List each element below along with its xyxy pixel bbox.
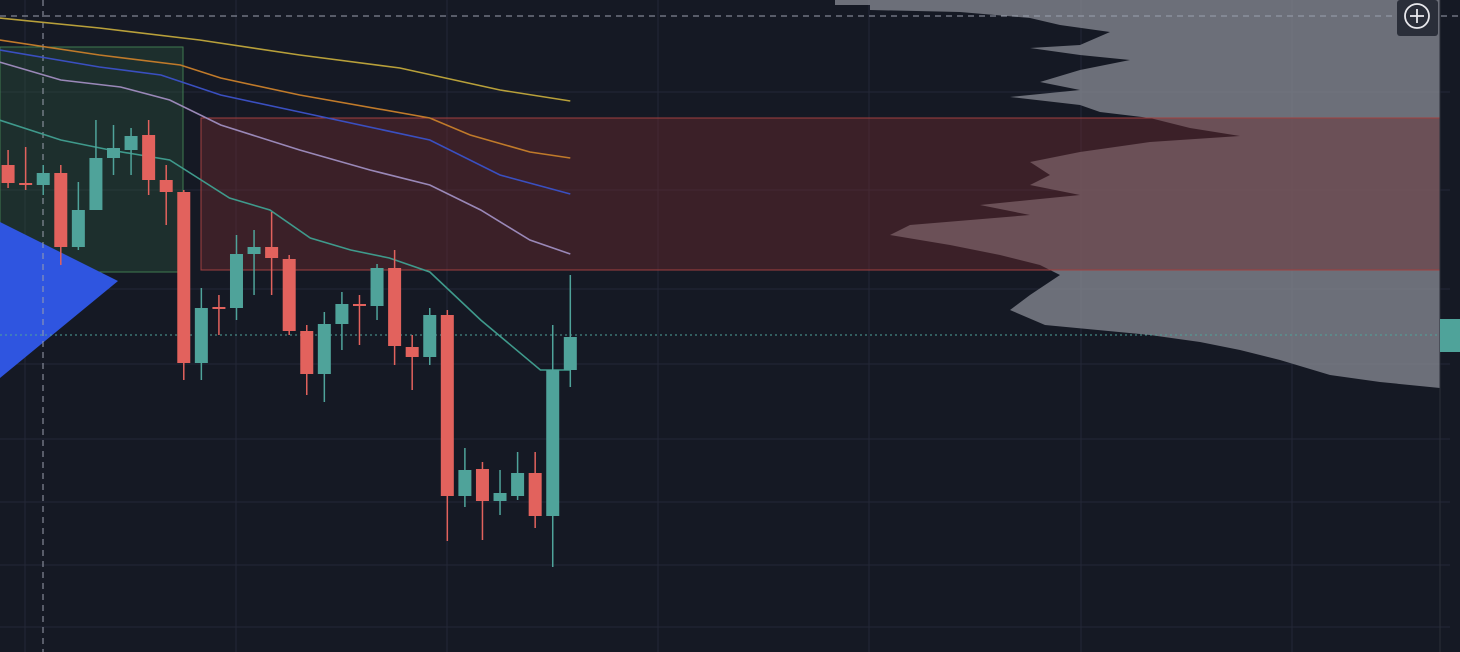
candle-body	[475, 469, 489, 501]
candle-body	[142, 135, 156, 180]
candle-body	[36, 173, 50, 185]
candle-body	[335, 304, 349, 324]
candle-body	[229, 254, 243, 308]
candle-body	[458, 470, 472, 496]
candle-body	[546, 370, 560, 516]
candle-body	[440, 315, 454, 496]
candle-body	[71, 210, 85, 247]
candle-body	[265, 247, 279, 258]
supply-zone	[200, 117, 1441, 271]
candle-body	[493, 493, 507, 501]
candle-body	[563, 337, 577, 370]
candle-body	[1, 165, 15, 183]
candle-body	[177, 192, 191, 363]
candle-body	[317, 324, 331, 374]
candle-body	[89, 158, 103, 210]
candle-body	[388, 268, 402, 346]
candle-body	[423, 315, 437, 357]
candle-body	[194, 308, 208, 363]
candle-body	[370, 268, 384, 306]
marks	[0, 17, 577, 567]
candle-body	[212, 307, 226, 309]
price-marker	[1440, 319, 1460, 352]
candle-body	[528, 473, 542, 516]
candle-body	[300, 331, 314, 374]
volume-profile	[835, 0, 1440, 388]
candle-body	[405, 347, 419, 357]
candle-body	[106, 148, 120, 158]
triangle-marker	[0, 222, 118, 378]
add-icon[interactable]	[1404, 3, 1430, 29]
moving-average	[0, 61, 571, 255]
moving-average	[0, 17, 571, 102]
moving-average	[0, 49, 571, 195]
candle-body	[352, 304, 366, 306]
candle-body	[282, 259, 296, 331]
candle-body	[54, 173, 68, 247]
candle-body	[19, 183, 33, 185]
candle-body	[124, 136, 138, 150]
candle-body	[247, 247, 261, 254]
candle-body	[511, 473, 525, 496]
moving-average	[0, 39, 571, 159]
candle-body	[159, 180, 173, 192]
